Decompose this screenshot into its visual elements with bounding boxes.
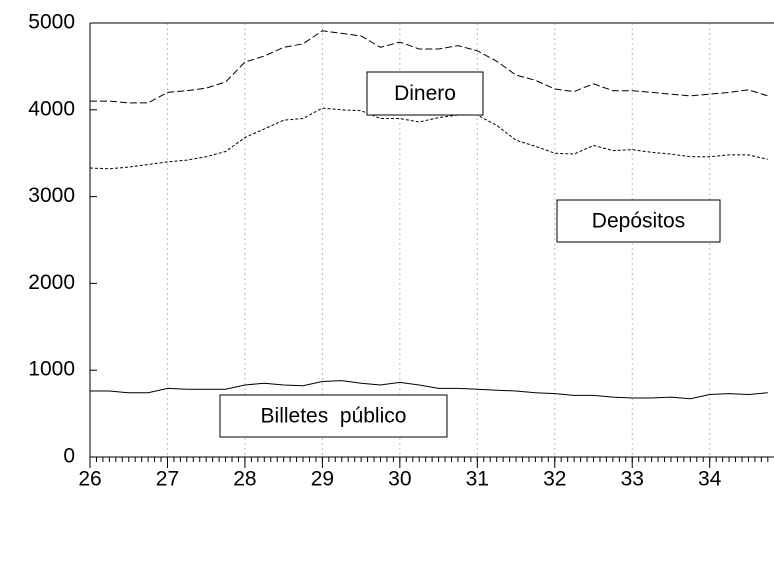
series-labels: Dinero Depósitos Billetes público <box>219 71 721 438</box>
x-tick-label: 33 <box>621 468 644 491</box>
x-tick-label: 32 <box>543 468 566 491</box>
x-tick-label: 28 <box>233 468 256 491</box>
x-tick-label: 31 <box>466 468 489 491</box>
series-label-box <box>556 199 721 243</box>
lines <box>89 30 768 400</box>
y-tick-label: 3000 <box>28 184 75 207</box>
series-line <box>90 30 768 104</box>
series-label-box <box>219 394 448 438</box>
x-tick-label: 30 <box>388 468 411 491</box>
x-tick-label: 29 <box>311 468 334 491</box>
y-tick-label: 4000 <box>28 97 75 120</box>
x-tick-label: 34 <box>698 468 722 491</box>
y-tick-label: 5000 <box>28 11 75 34</box>
x-tick-label: 26 <box>78 468 101 491</box>
series-label: Billetes público <box>261 405 407 428</box>
y-tick-label: 0 <box>63 445 75 468</box>
series-line <box>89 107 768 170</box>
series-label: Depósitos <box>592 210 685 233</box>
y-tick-label: 2000 <box>28 271 75 294</box>
series-label-box <box>366 71 484 116</box>
y-tick-label: 1000 <box>28 358 75 381</box>
axes: 0 1000 2000 3000 4000 5000 26 27 28 29 30 31 32 33 34 <box>28 11 774 491</box>
series-line <box>90 380 768 400</box>
x-tick-label: 27 <box>156 468 179 491</box>
series-label: Dinero <box>394 82 456 105</box>
